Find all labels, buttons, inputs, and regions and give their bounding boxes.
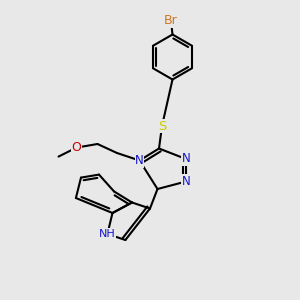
Text: O: O	[72, 141, 81, 154]
Text: N: N	[135, 154, 144, 167]
Text: Br: Br	[164, 14, 178, 28]
Text: N: N	[182, 175, 190, 188]
Text: N: N	[182, 152, 190, 166]
Text: S: S	[158, 119, 166, 133]
Text: NH: NH	[99, 229, 116, 239]
